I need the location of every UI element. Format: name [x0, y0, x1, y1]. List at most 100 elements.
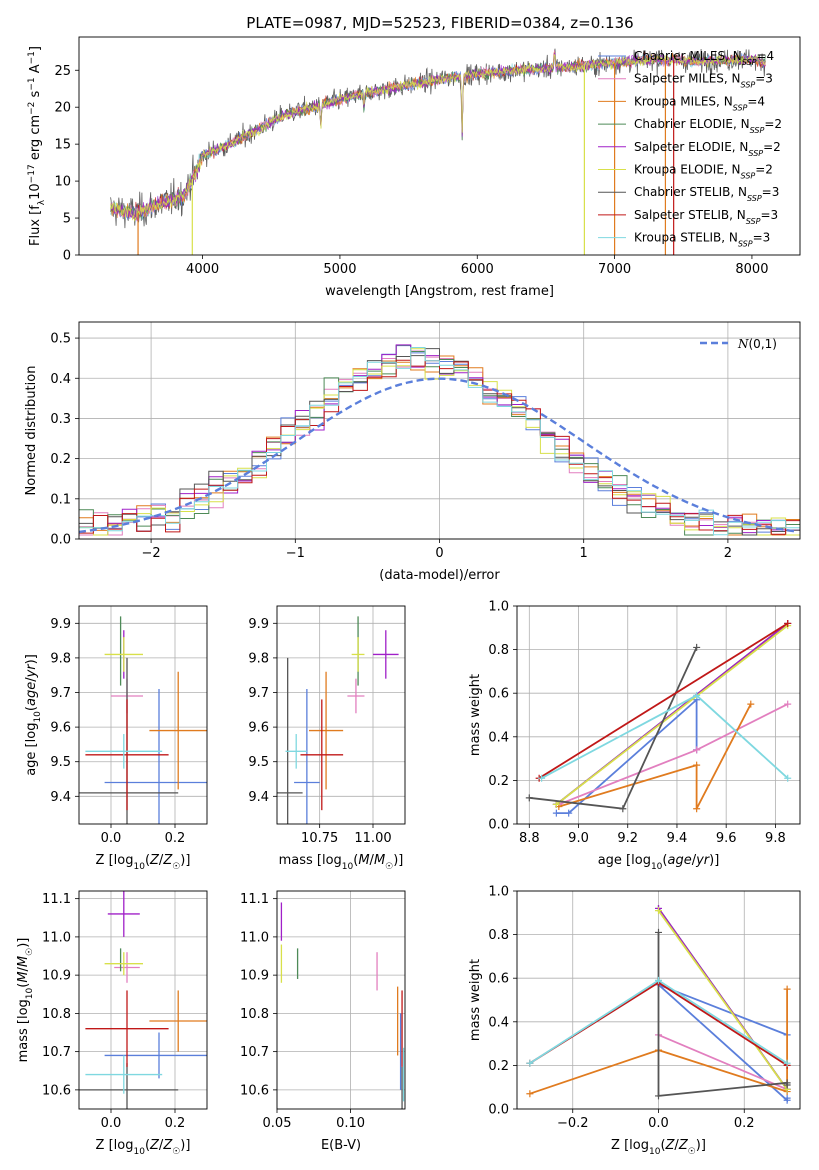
legend-nssp-sub: SSP [742, 58, 757, 67]
x-tick-label: 2 [724, 546, 732, 561]
plot-area [525, 619, 792, 817]
x-axis-label-part: ☉ [688, 1147, 696, 1157]
x-tick-label: 0.2 [734, 1116, 755, 1131]
legend-nssp-value: =2 [755, 163, 773, 177]
x-axis-label: wavelength [Angstrom, rest frame] [325, 284, 554, 299]
y-tick-label: 0.0 [50, 533, 71, 548]
legend-entry: Salpeter MILES, NSSP=3 [634, 72, 773, 90]
x-axis-label-part: 10 [133, 862, 145, 872]
y-axis-label-part: Normed distribution [24, 366, 39, 496]
x-axis-label-part: Z [log [96, 853, 134, 868]
y-tick-label: 10.6 [42, 1083, 71, 1098]
legend-reference-args: (0,1) [749, 337, 777, 351]
legend-entry: N(0,1) [737, 337, 777, 351]
x-tick-label: −2 [142, 546, 161, 561]
y-axis-label-part: ] [28, 46, 43, 51]
y-tick-label: 20 [54, 101, 71, 116]
x-axis-label-part: ( [145, 853, 150, 868]
y-axis-label-part: ( [16, 983, 31, 988]
figure-title: PLATE=0987, MJD=52523, FIBERID=0384, z=0… [246, 14, 633, 32]
x-axis-label-part: 10 [133, 1147, 145, 1157]
y-tick-label: 0.1 [50, 492, 71, 507]
mass-weight-marker [693, 805, 701, 813]
mass-weight-marker [655, 928, 662, 936]
y-axis-label-part: mass weight [468, 674, 483, 756]
x-axis-label-part: age [667, 853, 691, 868]
legend-nssp-sub: SSP [733, 103, 748, 112]
panel-residuals: −2 −1 0 1 2 0.0 0.1 0.2 0.3 0.4 0.5 N(0,1) (data-mod… [24, 321, 801, 583]
mass-weight-marker [526, 1059, 534, 1067]
y-axis-label-part: )] [24, 654, 39, 664]
mass-weight-marker [693, 761, 701, 769]
legend-model-name: Kroupa MILES, [634, 94, 724, 108]
y-tick-label: 10.6 [240, 1083, 269, 1098]
x-axis-label-part: )] [696, 1138, 706, 1153]
mass-weight-marker [655, 907, 662, 915]
x-axis-label-part: 10 [649, 1147, 661, 1157]
y-axis-label-part: ☉ [25, 948, 35, 956]
x-axis-label-part: ( [353, 853, 358, 868]
y-axis-label-part: A [28, 64, 43, 77]
x-axis-label-part: ☉ [172, 862, 180, 872]
y-tick-label: 9.7 [50, 686, 71, 701]
legend-nssp-sub: SSP [741, 80, 756, 89]
y-tick-label: 5 [63, 212, 71, 227]
legend-entry: Chabrier STELIB, NSSP=3 [634, 185, 779, 203]
legend-nssp-symbol: N [732, 163, 741, 177]
x-tick-label: 10.75 [301, 831, 338, 846]
plot-area [277, 616, 399, 824]
plot-area [280, 902, 405, 1109]
mass-weight-marker [538, 774, 546, 782]
x-tick-label: 6000 [461, 262, 494, 277]
mass-weight-marker [783, 1059, 791, 1067]
y-tick-label: 9.4 [248, 790, 269, 805]
x-tick-label: 0.2 [165, 831, 186, 846]
legend-model-name: Salpeter ELODIE, [634, 140, 739, 154]
y-axis-label-part: λ [37, 199, 47, 205]
legend-model-name: Salpeter MILES, [634, 72, 732, 86]
y-tick-label: 0.4 [488, 1015, 509, 1030]
mass-weight-line [529, 647, 698, 810]
y-axis-label-part: −1 [27, 77, 37, 90]
x-tick-label: 0.10 [336, 1116, 365, 1131]
mass-weight-line [558, 703, 789, 806]
y-axis-label-part: 10 [33, 711, 43, 723]
x-tick-label: 9.6 [716, 831, 737, 846]
x-axis-label-part: ( [145, 1138, 150, 1153]
mass-weight-marker [525, 794, 533, 802]
y-tick-label: 0.4 [488, 730, 509, 745]
legend-nssp-value: =3 [760, 208, 778, 222]
x-tick-label: 0.0 [101, 1116, 122, 1131]
x-axis-label: Z [log10(Z/Z☉)] [96, 1138, 191, 1157]
plot-area [526, 904, 791, 1104]
legend-entry: Salpeter ELODIE, NSSP=2 [634, 140, 781, 158]
y-axis-label: age [log10(age/yr)] [24, 654, 43, 776]
y-axis-label-part: yr [24, 663, 39, 679]
x-tick-label: 0.2 [165, 1116, 186, 1131]
legend-nssp-value: =2 [763, 140, 781, 154]
x-tick-label: 7000 [598, 262, 631, 277]
axes-frame [516, 605, 801, 825]
x-axis-label-part: / [370, 853, 375, 868]
legend-entry: Salpeter STELIB, NSSP=3 [634, 208, 778, 226]
x-axis-label-part: )] [709, 853, 719, 868]
y-tick-label: 0.3 [50, 412, 71, 427]
mass-weight-line [657, 910, 788, 1090]
y-axis-label-part: −1 [27, 51, 37, 64]
x-axis-label-part: age [log [598, 853, 651, 868]
legend-nssp-value: =3 [762, 185, 780, 199]
y-tick-label: 10.7 [42, 1045, 71, 1060]
y-tick-label: 9.6 [248, 721, 269, 736]
y-tick-label: 11.1 [42, 892, 71, 907]
x-tick-label: 9.8 [765, 831, 786, 846]
y-tick-label: 0.0 [488, 1103, 509, 1118]
y-axis-label: Normed distribution [24, 366, 39, 496]
y-tick-label: 9.7 [248, 686, 269, 701]
y-tick-label: 0.4 [50, 372, 71, 387]
x-axis-label: Z [log10(Z/Z☉)] [611, 1138, 706, 1157]
mass-weight-marker [693, 643, 701, 651]
mass-weight-marker [784, 619, 792, 627]
mass-weight-marker [783, 1081, 791, 1089]
plot-area [79, 344, 800, 536]
mass-weight-line [538, 622, 789, 779]
